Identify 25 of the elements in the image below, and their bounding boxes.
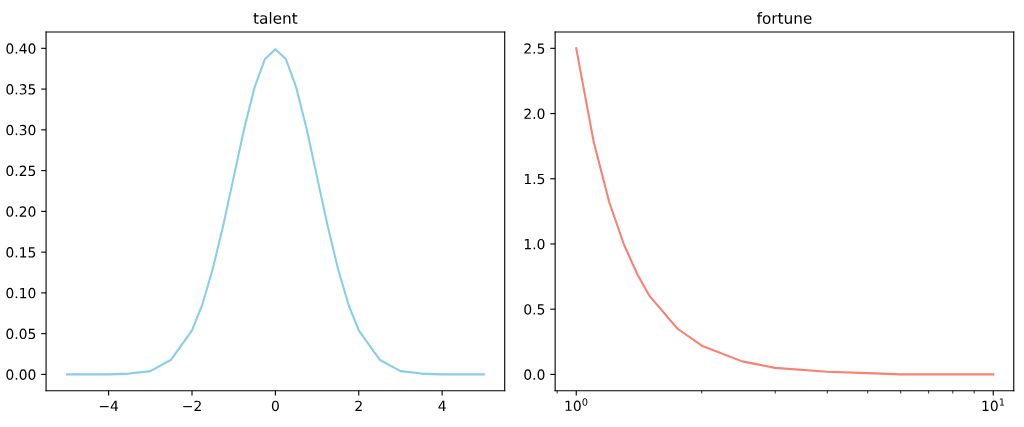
y-tick-label: 0.15 [6, 247, 36, 258]
x-tick-label: −2 [183, 400, 201, 411]
y-tick-label: 0.5 [524, 304, 545, 315]
y-tick-label: 0.10 [6, 287, 36, 299]
chart-title: talent [253, 12, 298, 24]
y-tick-label: 0.05 [6, 328, 36, 340]
y-tick-label: 1.5 [524, 173, 545, 185]
x-tick-label: −4 [99, 400, 119, 411]
line-series [65, 48, 485, 376]
x-tick-label: 4 [438, 400, 446, 411]
y-tick-label: 0.25 [6, 165, 36, 177]
y-tick-label: 0.30 [6, 124, 36, 136]
chart-title: fortune [756, 12, 812, 24]
y-tick-label: 0.20 [6, 206, 36, 217]
y-tick-label: 0.00 [6, 369, 36, 380]
x-tick-label: 2 [355, 400, 362, 411]
x-tick-label: 0 [271, 400, 279, 412]
x-tick-label: 10$^{1}$ [982, 398, 1005, 412]
y-tick-label: 0.35 [6, 84, 36, 95]
y-tick-label: 0.0 [524, 369, 545, 380]
y-tick-label: 2.0 [524, 108, 545, 120]
y-tick-label: 2.5 [524, 43, 545, 54]
y-tick-label: 1.0 [524, 238, 545, 250]
x-tick-label: 10$^{0}$ [565, 398, 588, 412]
y-tick-label: 0.40 [6, 43, 36, 54]
